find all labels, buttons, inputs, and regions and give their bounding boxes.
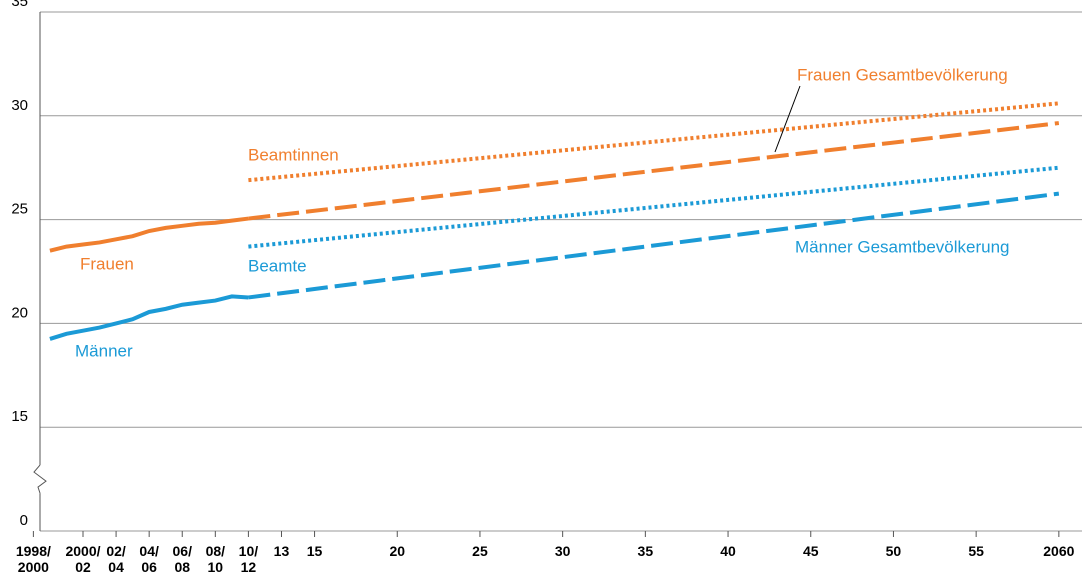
series-label: Frauen Gesamtbevölkerung	[797, 65, 1008, 84]
y-tick-label: 0	[20, 512, 28, 529]
series-label: Männer	[75, 341, 133, 360]
series-label: Beamtinnen	[248, 145, 339, 164]
x-tick-label: 20	[389, 543, 406, 559]
series-label: Männer Gesamtbevölkerung	[795, 237, 1010, 256]
x-tick-label: 02/ 04	[106, 543, 126, 575]
x-tick-label: 08/ 10	[205, 543, 226, 575]
y-tick-label: 35	[11, 0, 28, 10]
x-tick-label: 15	[306, 543, 323, 559]
series-line	[248, 191, 1060, 300]
series-line	[248, 121, 1060, 221]
y-tick-label: 15	[11, 408, 28, 425]
axis-break	[33, 464, 47, 494]
y-tick-label: 20	[11, 304, 28, 321]
leader-line	[774, 85, 801, 153]
series-line	[248, 101, 1060, 183]
axis-break-gap	[34, 465, 46, 494]
x-tick-label: 25	[472, 543, 488, 559]
x-tick-label: 50	[885, 543, 902, 559]
x-tick-label: 04/ 06	[139, 543, 159, 575]
x-tick-label: 2000/ 02	[65, 543, 101, 575]
x-tick-label: 55	[968, 543, 984, 559]
x-tick-label: 1998/ 2000	[15, 543, 51, 575]
series-label: Beamte	[248, 256, 307, 275]
x-tick-label: 40	[720, 543, 736, 559]
x-tick-label: 45	[802, 543, 819, 559]
x-tick-label: 2060	[1043, 543, 1075, 559]
y-tick-label: 30	[11, 97, 28, 114]
series-line	[248, 165, 1060, 249]
x-tick-label: 10/ 12	[238, 543, 259, 575]
x-tick-label: 13	[273, 543, 290, 559]
x-tick-label: 30	[554, 543, 571, 559]
series-line	[49, 294, 249, 341]
series-label: Frauen	[80, 254, 134, 273]
series-line	[49, 216, 249, 253]
x-tick-label: 06/ 08	[172, 543, 192, 575]
x-tick-label: 35	[637, 543, 654, 559]
y-tick-label: 25	[11, 201, 28, 218]
